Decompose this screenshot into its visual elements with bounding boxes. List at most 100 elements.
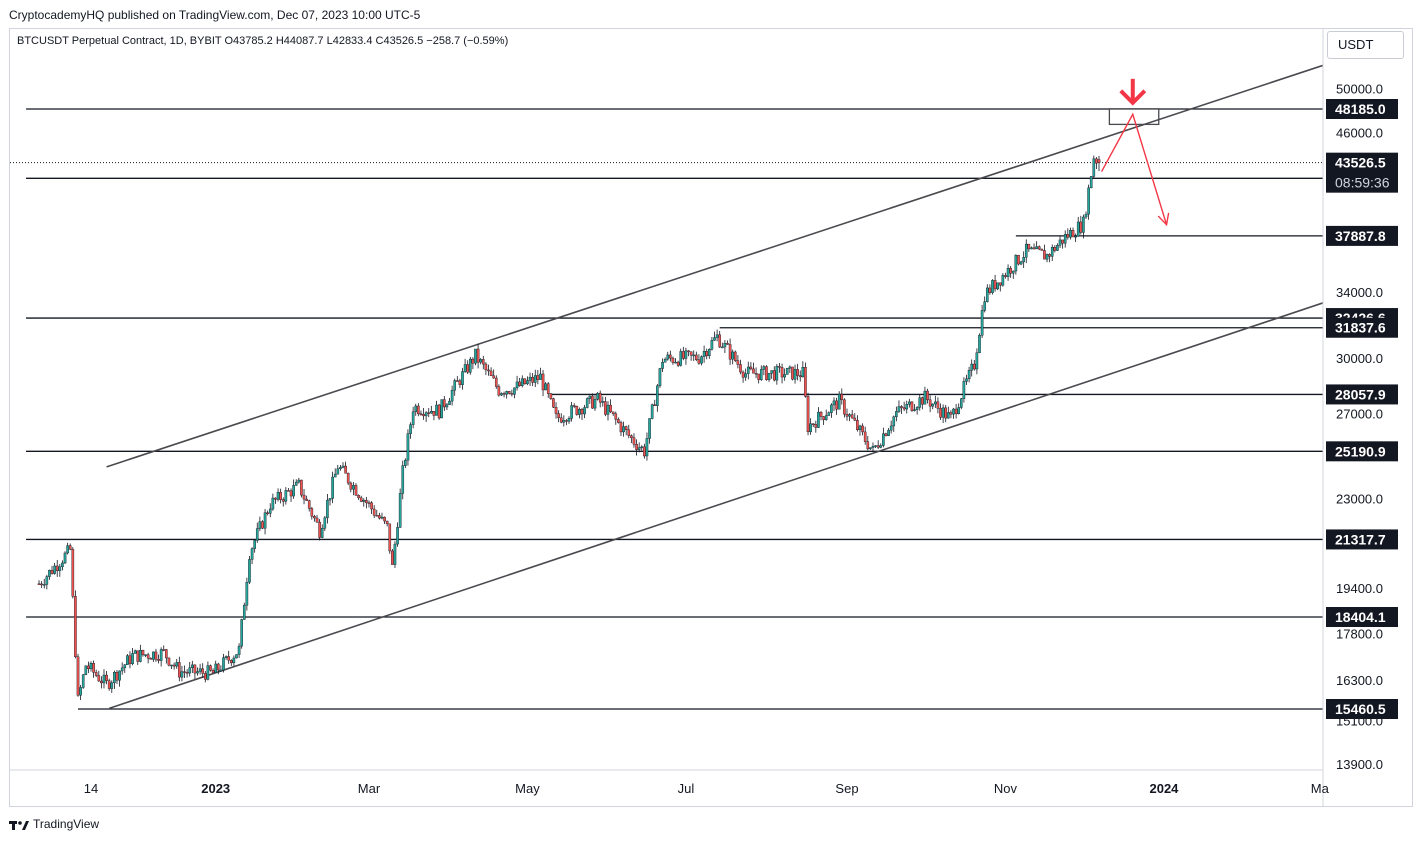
candle-361 xyxy=(975,348,979,375)
candle-213 xyxy=(591,393,594,409)
candle-body xyxy=(391,550,394,565)
candle-body xyxy=(702,351,706,357)
candle-body xyxy=(630,435,633,438)
candle-144 xyxy=(411,406,415,429)
candle-body xyxy=(575,406,579,415)
price-tick-label: 19400.0 xyxy=(1336,581,1383,596)
price-tick-label: 16300.0 xyxy=(1336,673,1383,688)
candle-body xyxy=(817,411,820,428)
candle-body xyxy=(822,416,825,420)
candle-342 xyxy=(926,388,929,404)
candle-body xyxy=(315,517,319,523)
candle-246 xyxy=(676,360,680,368)
candle-body xyxy=(152,651,155,660)
candle-184 xyxy=(515,375,519,391)
candle-body xyxy=(1004,275,1007,277)
candle-body xyxy=(76,656,80,696)
candle-body xyxy=(188,667,192,674)
candle-body xyxy=(261,521,264,529)
candle-114 xyxy=(333,468,337,478)
tradingview-brand[interactable]: TradingView xyxy=(9,817,99,831)
symbol-legend[interactable]: BTCUSDT Perpetual Contract, 1D, BYBIT O4… xyxy=(17,35,509,47)
candle-body xyxy=(967,370,971,380)
candle-body xyxy=(765,366,768,380)
candle-body xyxy=(965,378,968,382)
candle-body xyxy=(536,375,540,380)
candle-108 xyxy=(318,519,321,541)
candle-227 xyxy=(627,424,631,439)
candle-202 xyxy=(562,415,566,427)
candle-body xyxy=(365,499,368,503)
candle-19 xyxy=(87,661,90,673)
candle-115 xyxy=(336,464,340,475)
time-axis: 14 2023 Mar May Jul Sep Nov 2024 Ma xyxy=(84,781,1330,796)
candle-172 xyxy=(484,362,488,376)
candle-298 xyxy=(811,423,815,428)
candle-body xyxy=(824,415,828,420)
candle-399 xyxy=(1074,233,1077,242)
candle-body xyxy=(1069,230,1072,238)
candle-378 xyxy=(1019,260,1023,266)
candle-208 xyxy=(578,407,581,419)
candle-39 xyxy=(139,644,142,663)
candle-121 xyxy=(352,482,355,496)
candle-206 xyxy=(572,403,576,409)
candle-body xyxy=(48,569,51,577)
candle-body xyxy=(159,649,163,661)
candle-323 xyxy=(876,440,880,450)
candle-body xyxy=(323,517,327,529)
candle-body xyxy=(650,404,654,419)
level-label-6: 25190.9 xyxy=(1326,441,1398,462)
candle-42 xyxy=(146,652,150,664)
candle-body xyxy=(585,398,589,408)
candle-280 xyxy=(765,365,768,381)
candle-258 xyxy=(708,348,711,359)
candle-body xyxy=(414,405,418,413)
candle-58 xyxy=(188,661,192,677)
candle-body xyxy=(985,287,989,302)
candle-162 xyxy=(458,378,462,388)
candle-body xyxy=(211,670,215,673)
candle-body xyxy=(453,380,457,391)
candle-body xyxy=(767,373,771,380)
candle-body xyxy=(708,349,711,357)
candle-body xyxy=(598,392,602,403)
candle-341 xyxy=(923,386,927,405)
candle-body xyxy=(276,492,280,500)
price-tick-label: 23000.0 xyxy=(1336,491,1383,506)
currency-selector[interactable]: USDT xyxy=(1327,31,1404,59)
candle-149 xyxy=(424,411,428,422)
level-label-7-text: 21317.7 xyxy=(1335,531,1386,547)
candle-358 xyxy=(967,366,971,383)
candle-311 xyxy=(845,408,849,421)
candle-295 xyxy=(804,362,807,398)
candle-33 xyxy=(123,664,127,673)
candle-body xyxy=(292,485,295,497)
candle-body xyxy=(757,373,760,380)
candle-body xyxy=(1089,176,1093,189)
candle-body xyxy=(840,393,844,401)
candle-268 xyxy=(733,350,737,363)
candle-98 xyxy=(292,479,295,499)
price-tick-label: 46000.0 xyxy=(1336,125,1383,140)
candle-285 xyxy=(778,362,781,373)
candle-28 xyxy=(110,680,114,693)
candle-body xyxy=(671,357,675,363)
candle-233 xyxy=(643,443,646,459)
candle-body xyxy=(887,429,890,436)
candle-body xyxy=(541,373,545,391)
candle-body xyxy=(778,366,781,368)
level-label-7: 21317.7 xyxy=(1326,529,1398,550)
price-tick-label: 34000.0 xyxy=(1336,285,1383,300)
candle-body xyxy=(1014,255,1018,272)
candle-236 xyxy=(650,403,654,420)
candle-body xyxy=(723,343,727,348)
price-axis: 50000.0 46000.0 34000.0 30000.0 27000.0 23000… xyxy=(1336,81,1383,772)
candle-239 xyxy=(658,367,662,388)
candle-body xyxy=(1011,270,1015,274)
candle-body xyxy=(752,368,755,374)
candle-145 xyxy=(414,403,418,416)
candle-body xyxy=(237,645,241,655)
candle-body xyxy=(448,400,451,405)
